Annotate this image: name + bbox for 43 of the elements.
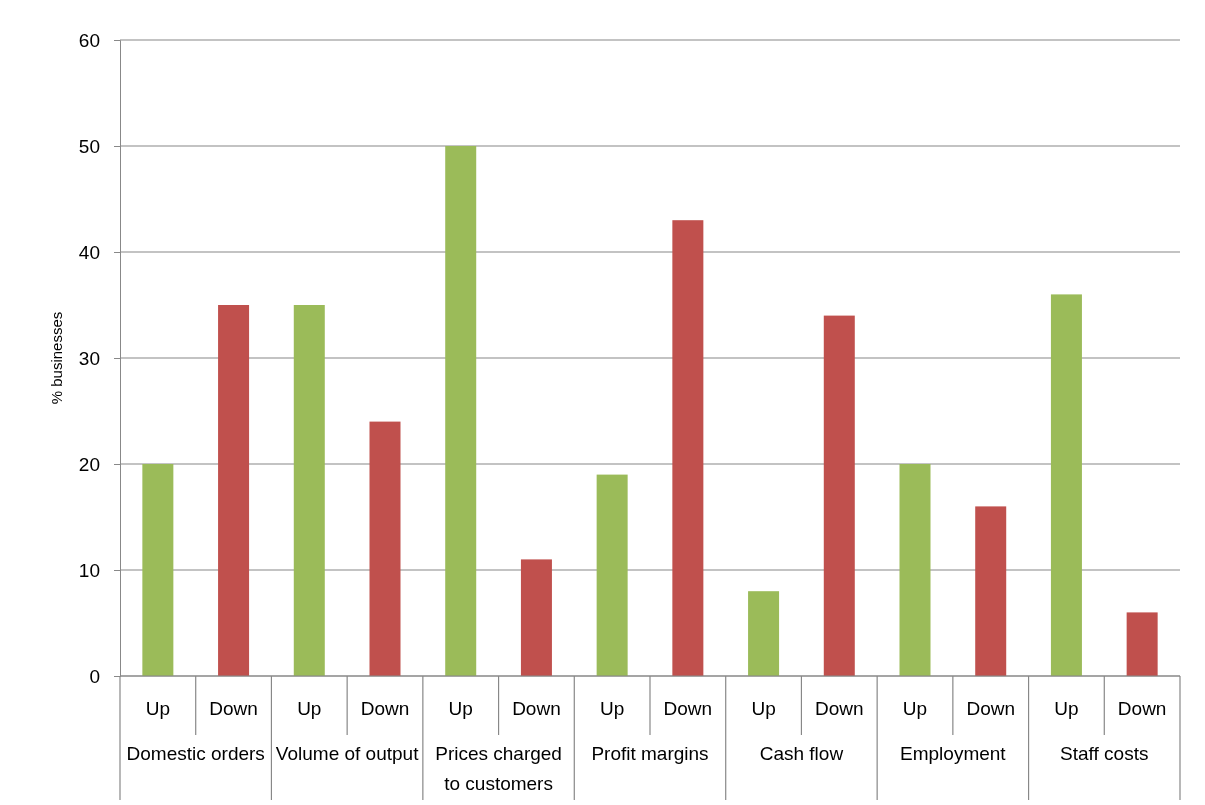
text: Up — [599, 698, 625, 719]
x-tick-label: Volume of output — [275, 743, 420, 764]
text: Up — [902, 698, 928, 719]
x-tick-label: Cash flow — [759, 743, 844, 764]
bar — [672, 220, 704, 676]
y-tick-label: 30 — [78, 347, 100, 369]
bar — [445, 146, 477, 676]
text: Down — [1117, 698, 1167, 719]
x-tick-label: Prices charged to customers — [435, 743, 562, 794]
bar — [748, 591, 780, 676]
text: Down — [663, 698, 713, 719]
x-tick-label: Staff costs — [1060, 743, 1149, 764]
text: Down — [209, 698, 258, 719]
bar — [142, 464, 174, 676]
text: Up — [297, 698, 322, 719]
bar — [823, 315, 855, 676]
y-tick-label: 0 — [89, 665, 100, 687]
bar — [1050, 294, 1082, 676]
y-tick-label: 40 — [78, 241, 100, 263]
y-tick-label: 60 — [78, 29, 100, 51]
y-tick-label: 20 — [78, 453, 100, 475]
y-axis-title: % businesses — [48, 311, 65, 405]
bar — [899, 464, 931, 676]
series-label: Down — [815, 698, 864, 719]
x-tick-label: Employment — [900, 743, 1007, 764]
y-tick-label: 10 — [78, 559, 100, 581]
series-label: Up — [145, 698, 171, 719]
text: Down — [966, 698, 1015, 719]
x-tick-label: Domestic orders — [126, 743, 265, 764]
text: Up — [448, 698, 473, 719]
text: Up — [1054, 698, 1079, 719]
bar — [520, 559, 552, 676]
text: Down — [512, 698, 561, 719]
text: Up — [751, 698, 776, 719]
bar — [1126, 612, 1158, 676]
bar — [293, 305, 325, 676]
bar — [218, 305, 250, 676]
bar — [369, 421, 401, 676]
bar — [596, 474, 628, 676]
x-tick-label: Profit margins — [591, 743, 709, 764]
text: Down — [360, 698, 410, 719]
y-tick-label: 50 — [78, 135, 100, 157]
bar — [975, 506, 1007, 676]
